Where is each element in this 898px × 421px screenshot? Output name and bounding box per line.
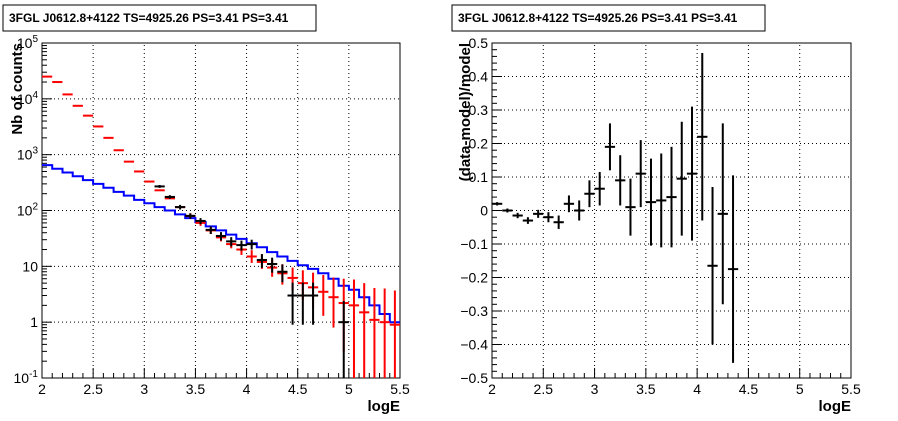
x-tick-label: 5: [345, 381, 353, 397]
y-tick-label: 0: [480, 203, 488, 219]
counts-title-box: [2, 4, 317, 32]
residual-title-box: [451, 4, 766, 32]
x-tick-label: 3.5: [186, 381, 206, 397]
x-tick-label: 3: [591, 381, 599, 397]
counts-ticks: 2 2.5 3 3.5 4 4.5 5 5.5 10-1 1 10 102 103 104 105: [14, 34, 410, 397]
y-tick-label: 10-1: [14, 369, 39, 386]
x-tick-label: 4: [243, 381, 251, 397]
counts-title: 3FGL J0612.8+4122 TS=4925.26 PS=3.41 PS=…: [9, 11, 289, 25]
counts-x-axis-label: logE: [368, 398, 401, 415]
y-tick-label: 103: [17, 146, 39, 163]
y-tick-label: −0.2: [460, 270, 488, 286]
y-tick-label: 0.1: [469, 169, 489, 185]
y-tick-label: 0.2: [469, 136, 489, 152]
x-tick-label: 3.5: [636, 381, 656, 397]
counts-panel: 2 2.5 3 3.5 4 4.5 5 5.5 10-1 1 10 102 103 104 105 3FGL…: [2, 4, 410, 415]
residual-ticks: 2 2.5 3 3.5 4 4.5 5 5.5 −0.5 −0.4 −0.3 −0.2 −0.1 0 0.1…: [460, 35, 861, 397]
y-tick-label: −0.4: [460, 337, 488, 353]
residual-y-axis-label: (data-model)/model: [457, 43, 474, 181]
x-tick-label: 4.5: [739, 381, 759, 397]
x-tick-label: 4.5: [288, 381, 308, 397]
x-tick-label: 2.5: [83, 381, 103, 397]
y-tick-label: 0.5: [469, 35, 489, 51]
y-tick-label: 0.4: [469, 69, 489, 85]
residual-x-axis-label: logE: [819, 398, 852, 415]
counts-grid: [42, 43, 400, 378]
residual-title: 3FGL J0612.8+4122 TS=4925.26 PS=3.41 PS=…: [458, 11, 738, 25]
model-step-line: [42, 164, 400, 324]
y-tick-label: 104: [17, 90, 39, 107]
x-tick-label: 5.5: [390, 381, 410, 397]
x-tick-label: 3: [140, 381, 148, 397]
x-tick-label: 2: [38, 381, 46, 397]
residual-marks: [492, 53, 739, 363]
y-tick-label: 102: [17, 202, 39, 219]
y-tick-label: 0.3: [469, 102, 489, 118]
y-tick-label: −0.3: [460, 303, 488, 319]
x-tick-label: 4: [693, 381, 701, 397]
x-tick-label: 2.5: [534, 381, 554, 397]
residual-panel: 2 2.5 3 3.5 4 4.5 5 5.5 −0.5 −0.4 −0.3 −0.2 −0.1 0 0.1…: [451, 4, 861, 415]
x-tick-label: 2: [488, 381, 496, 397]
y-tick-label: 105: [17, 34, 39, 51]
y-tick-label: 10: [22, 258, 38, 274]
y-tick-label: −0.5: [460, 370, 488, 386]
y-tick-label: −0.1: [460, 236, 488, 252]
x-tick-label: 5.5: [841, 381, 861, 397]
x-tick-label: 5: [796, 381, 804, 397]
counts-y-axis-label: Nb of counts: [9, 43, 26, 135]
y-tick-label: 1: [30, 314, 38, 330]
counts-marks: [42, 75, 400, 378]
